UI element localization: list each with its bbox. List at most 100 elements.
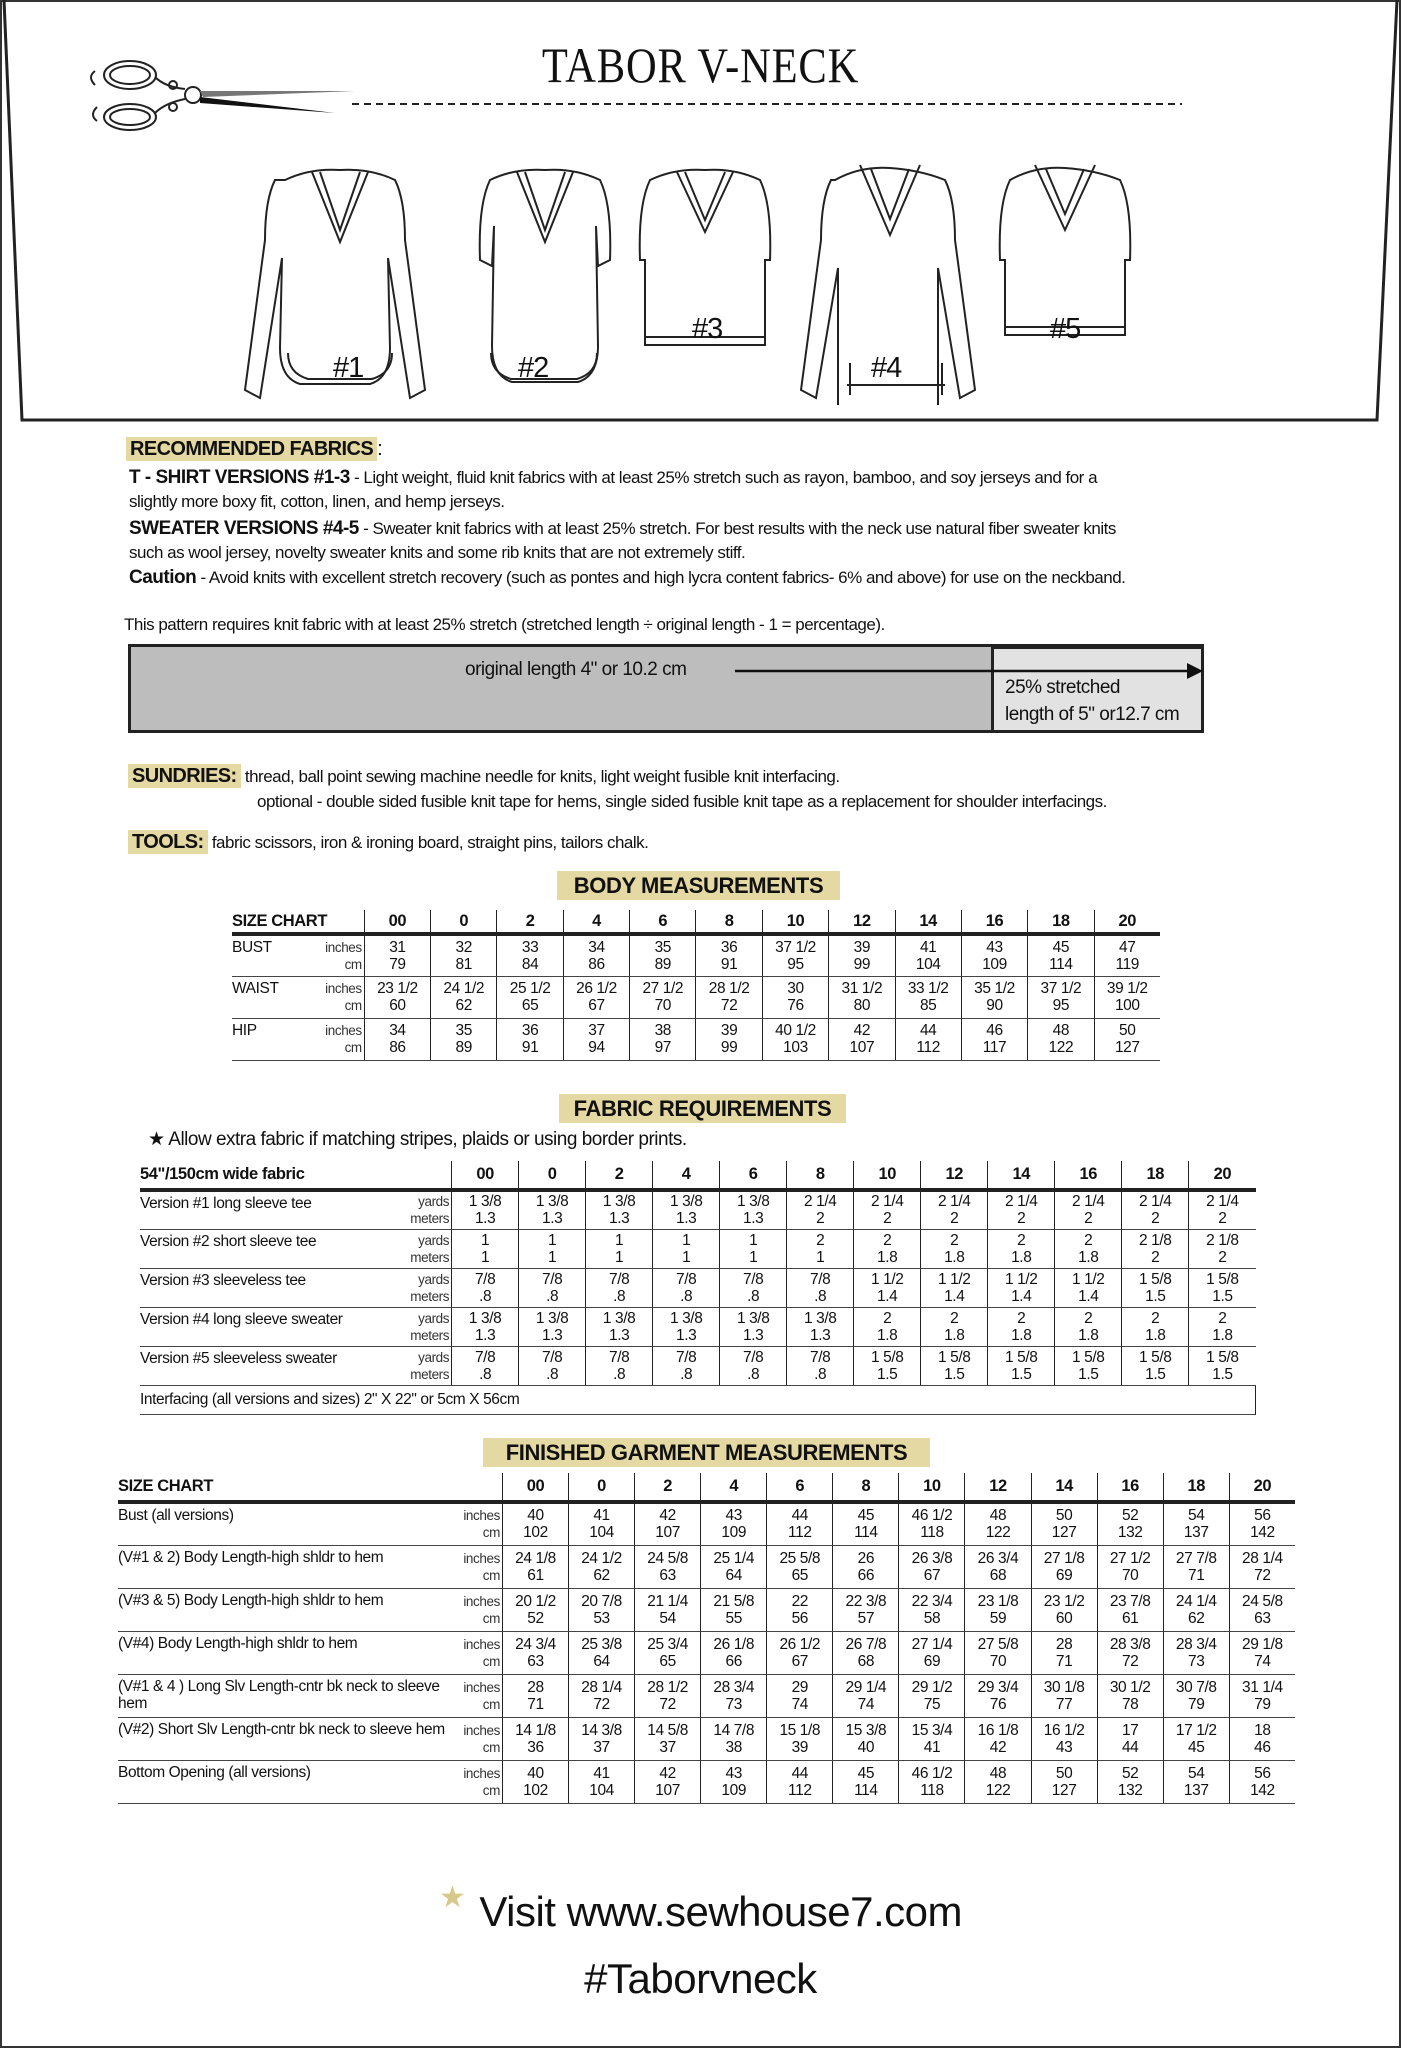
size-header: 12: [964, 1473, 1032, 1504]
row-label: Version #4 long sleeve sweater: [140, 1307, 400, 1347]
table-cell: 54 137: [1162, 1502, 1230, 1546]
garment-1-icon: [243, 168, 427, 400]
table-cell: 24 1/8 61: [501, 1545, 569, 1589]
size-header: 16: [1054, 1161, 1122, 1192]
table-cell: 39 99: [828, 934, 896, 977]
table-cell: 28 3/4 73: [700, 1674, 767, 1718]
table-cell: 1 5/8 1.5: [853, 1346, 921, 1386]
table-cell: 2 1/4 2: [786, 1190, 854, 1230]
visit-line: ★ Visit www.sewhouse7.com: [0, 1881, 1401, 1936]
table-cell: 39 1/2 100: [1093, 976, 1160, 1019]
table-cell: 1 5/8 1.5: [1121, 1268, 1189, 1308]
table-cell: 22 3/8 57: [832, 1588, 899, 1632]
garment-label-4: #4: [871, 352, 902, 384]
size-header: 20: [1228, 1473, 1295, 1504]
table-cell: 2 1.8: [1188, 1307, 1256, 1347]
arrow-right-icon: [735, 663, 1203, 679]
table-cell: 33 84: [496, 934, 564, 977]
table-row: (V#4) Body Length-high shldr to hem inche…: [118, 1631, 1295, 1675]
row-units: inches cm: [306, 1018, 365, 1061]
table-cell: 28 1/4 72: [1228, 1545, 1295, 1589]
row-label: (V#4) Body Length-high shldr to hem: [118, 1631, 449, 1675]
table-cell: 7/8.8: [518, 1268, 586, 1308]
finished-measurements-heading: FINISHED GARMENT MEASUREMENTS: [483, 1438, 930, 1467]
table-cell: 28 3/8 72: [1096, 1631, 1164, 1675]
size-chart-corner: SIZE CHART: [118, 1473, 503, 1504]
table-cell: 28 71: [501, 1674, 569, 1718]
table-cell: 7/8.8: [652, 1346, 720, 1386]
table-row: Version #3 sleeveless tee yards meters 7/8.…: [140, 1268, 1256, 1308]
table-row: (V#1 & 2) Body Length-high shldr to hem i…: [118, 1545, 1295, 1589]
size-chart-corner: 54"/150cm wide fabric: [140, 1161, 452, 1192]
table-cell: 27 7/8 71: [1162, 1545, 1230, 1589]
interfacing-row: Interfacing (all versions and sizes) 2" …: [140, 1385, 1256, 1414]
stretch-note: This pattern requires knit fabric with a…: [124, 615, 885, 634]
size-header: 4: [652, 1161, 720, 1192]
row-units: inches cm: [448, 1588, 503, 1632]
garment-label-3: #3: [692, 313, 723, 345]
table-cell: 1 1/2 1.4: [987, 1268, 1055, 1308]
header-row: SIZE CHART 00 0 2 4 6 8 10 12 14 16 18 20: [118, 1473, 1295, 1504]
table-cell: 1 5/8 1.5: [987, 1346, 1055, 1386]
table-cell: 2 1.8: [1121, 1307, 1189, 1347]
size-header: 6: [629, 910, 696, 936]
table-cell: 1 3/8 1.3: [451, 1190, 519, 1230]
row-units: inches cm: [448, 1717, 503, 1761]
table-cell: 40 102: [501, 1502, 569, 1546]
table-cell: 18 46: [1228, 1717, 1295, 1761]
table-cell: 52 132: [1096, 1760, 1164, 1804]
garment-label-1: #1: [333, 352, 364, 384]
body-measurements-table: SIZE CHART 00 0 2 4 6 8 10 12 14 16 18 20 BUST inches c…: [232, 910, 1160, 1061]
table-cell: 1 5/8 1.5: [1054, 1346, 1122, 1386]
garment-label-2: #2: [518, 352, 549, 384]
table-cell: 35 89: [430, 1018, 497, 1061]
table-cell: 25 3/8 64: [568, 1631, 635, 1675]
table-cell: 37 1/2 95: [761, 934, 829, 977]
table-cell: 2 1/8 2: [1121, 1229, 1189, 1269]
table-row: Version #2 short sleeve tee yards meters 1 1…: [140, 1229, 1256, 1269]
size-header: 6: [766, 1473, 833, 1504]
table-cell: 30 1/8 77: [1030, 1674, 1098, 1718]
table-cell: 26 7/8 68: [832, 1631, 899, 1675]
row-label: Version #2 short sleeve tee: [140, 1229, 400, 1269]
row-units: yards meters: [399, 1190, 452, 1230]
table-cell: 2 1.8: [987, 1229, 1055, 1269]
table-cell: 20 1/2 52: [501, 1588, 569, 1632]
table-cell: 43 109: [700, 1502, 767, 1546]
table-cell: 7/8.8: [652, 1268, 720, 1308]
table-cell: 29 1/8 74: [1228, 1631, 1295, 1675]
row-units: inches cm: [448, 1502, 503, 1546]
table-cell: 1 5/8 1.5: [1188, 1268, 1256, 1308]
size-chart-corner: SIZE CHART: [232, 910, 365, 936]
table-row: BUST inches cm 31 79 32 81 33 84 34 86 35 89 36 91 37 1…: [232, 934, 1160, 977]
table-cell: 24 1/2 62: [568, 1545, 635, 1589]
table-cell: 24 1/2 62: [430, 976, 497, 1019]
table-cell: 24 5/8 63: [1228, 1588, 1295, 1632]
body-measurements-heading: BODY MEASUREMENTS: [557, 871, 840, 900]
row-units: inches cm: [306, 976, 365, 1019]
size-header: 18: [1027, 910, 1095, 936]
table-cell: 38 97: [629, 1018, 696, 1061]
table-cell: 46 117: [960, 1018, 1028, 1061]
fabric-note: ★ Allow extra fabric if matching stripes…: [148, 1129, 687, 1150]
table-cell: 1 1/2 1.4: [853, 1268, 921, 1308]
table-cell: 28 3/4 73: [1162, 1631, 1230, 1675]
size-header: 10: [853, 1161, 921, 1192]
page-title: TABOR V-NECK: [541, 37, 860, 93]
table-cell: 48 122: [1027, 1018, 1095, 1061]
table-cell: 31 1/4 79: [1228, 1674, 1295, 1718]
table-cell: 41 104: [568, 1502, 635, 1546]
table-cell: 17 1/2 45: [1162, 1717, 1230, 1761]
size-header: 2: [634, 1473, 701, 1504]
header-row: 54"/150cm wide fabric 00 0 2 4 6 8 10 12 14 16 18 20: [140, 1161, 1256, 1192]
tools: TOOLS: fabric scissors, iron & ironing b…: [128, 830, 649, 855]
table-cell: 16 1/2 43: [1030, 1717, 1098, 1761]
sundries: SUNDRIES: thread, ball point sewing mach…: [128, 764, 840, 789]
table-cell: 34 86: [562, 934, 630, 977]
table-row: Bust (all versions) inches cm 40 102 41 104 42 1…: [118, 1502, 1295, 1546]
table-cell: 2 1.8: [1054, 1307, 1122, 1347]
garment-5-icon: [998, 164, 1132, 336]
table-cell: 1 3/8 1.3: [451, 1307, 519, 1347]
